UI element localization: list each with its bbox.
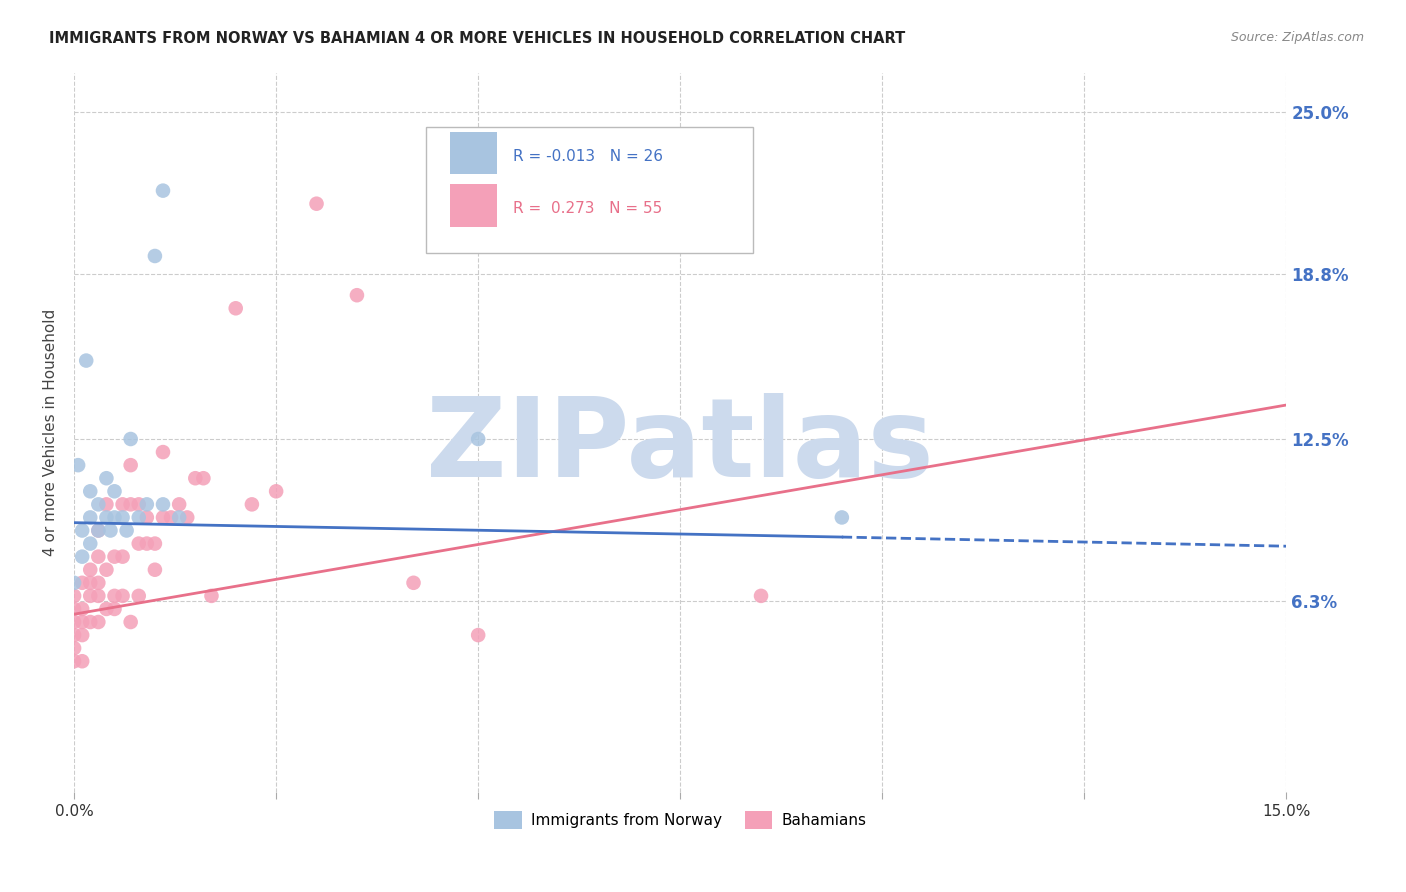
Point (87, 524, 110, 538)
FancyBboxPatch shape (426, 127, 754, 252)
Point (167, 497, 190, 511)
Point (128, 536, 150, 550)
Point (79, 615, 101, 629)
Point (346, 288, 368, 302)
Point (87, 575, 110, 590)
Point (79, 563, 101, 577)
Point (87, 589, 110, 603)
Point (167, 510, 190, 524)
Point (100, 524, 122, 538)
Point (143, 249, 166, 263)
Point (135, 497, 157, 511)
Point (128, 497, 150, 511)
Point (264, 484, 287, 499)
Point (96, 497, 118, 511)
Point (120, 458, 142, 472)
Point (70, 654, 93, 668)
Point (63, 654, 86, 668)
Point (63, 575, 86, 590)
Point (79, 575, 101, 590)
Point (831, 510, 853, 524)
Point (128, 589, 150, 603)
Point (87, 615, 110, 629)
Point (87, 497, 110, 511)
Point (200, 589, 222, 603)
Point (143, 563, 166, 577)
Point (111, 510, 134, 524)
Legend: Immigrants from Norway, Bahamians: Immigrants from Norway, Bahamians (488, 805, 873, 835)
Text: R =  0.273   N = 55: R = 0.273 N = 55 (513, 202, 662, 216)
Point (103, 484, 125, 499)
Text: Source: ZipAtlas.com: Source: ZipAtlas.com (1230, 31, 1364, 45)
Point (103, 602, 125, 616)
Point (193, 471, 215, 485)
Point (152, 445, 174, 459)
Point (70, 575, 93, 590)
Point (120, 497, 142, 511)
Text: ZIPatlas: ZIPatlas (426, 393, 934, 500)
Point (225, 301, 247, 316)
Point (111, 497, 134, 511)
Point (79, 536, 101, 550)
Text: R = -0.013   N = 26: R = -0.013 N = 26 (513, 149, 662, 164)
Point (63, 602, 86, 616)
Point (120, 615, 142, 629)
Point (96, 563, 118, 577)
Point (111, 549, 134, 564)
Point (120, 432, 142, 446)
Point (96, 602, 118, 616)
Point (749, 589, 772, 603)
Point (63, 615, 86, 629)
Point (96, 510, 118, 524)
Point (305, 196, 328, 211)
Point (402, 575, 425, 590)
Point (70, 615, 93, 629)
Point (467, 628, 489, 642)
Point (135, 510, 157, 524)
FancyBboxPatch shape (450, 185, 498, 227)
Point (87, 549, 110, 564)
Point (128, 510, 150, 524)
Point (79, 484, 101, 499)
Point (79, 510, 101, 524)
Point (111, 589, 134, 603)
Point (184, 471, 207, 485)
Point (467, 432, 489, 446)
Point (152, 184, 174, 198)
Point (143, 536, 166, 550)
Point (70, 602, 93, 616)
Point (135, 536, 157, 550)
Text: IMMIGRANTS FROM NORWAY VS BAHAMIAN 4 OR MORE VEHICLES IN HOUSEHOLD CORRELATION C: IMMIGRANTS FROM NORWAY VS BAHAMIAN 4 OR … (49, 31, 905, 46)
Point (103, 549, 125, 564)
Point (240, 497, 263, 511)
Point (87, 524, 110, 538)
FancyBboxPatch shape (450, 132, 498, 174)
Y-axis label: 4 or more Vehicles in Household: 4 or more Vehicles in Household (44, 309, 58, 556)
Point (79, 589, 101, 603)
Point (115, 524, 138, 538)
Point (152, 510, 174, 524)
Point (70, 549, 93, 564)
Point (176, 510, 198, 524)
Point (103, 510, 125, 524)
Point (70, 524, 93, 538)
Point (103, 589, 125, 603)
Point (160, 510, 183, 524)
Point (63, 589, 86, 603)
Point (75, 353, 97, 368)
Point (70, 628, 93, 642)
Point (152, 497, 174, 511)
Point (96, 471, 118, 485)
Point (63, 641, 86, 656)
Point (67, 458, 90, 472)
Point (63, 628, 86, 642)
